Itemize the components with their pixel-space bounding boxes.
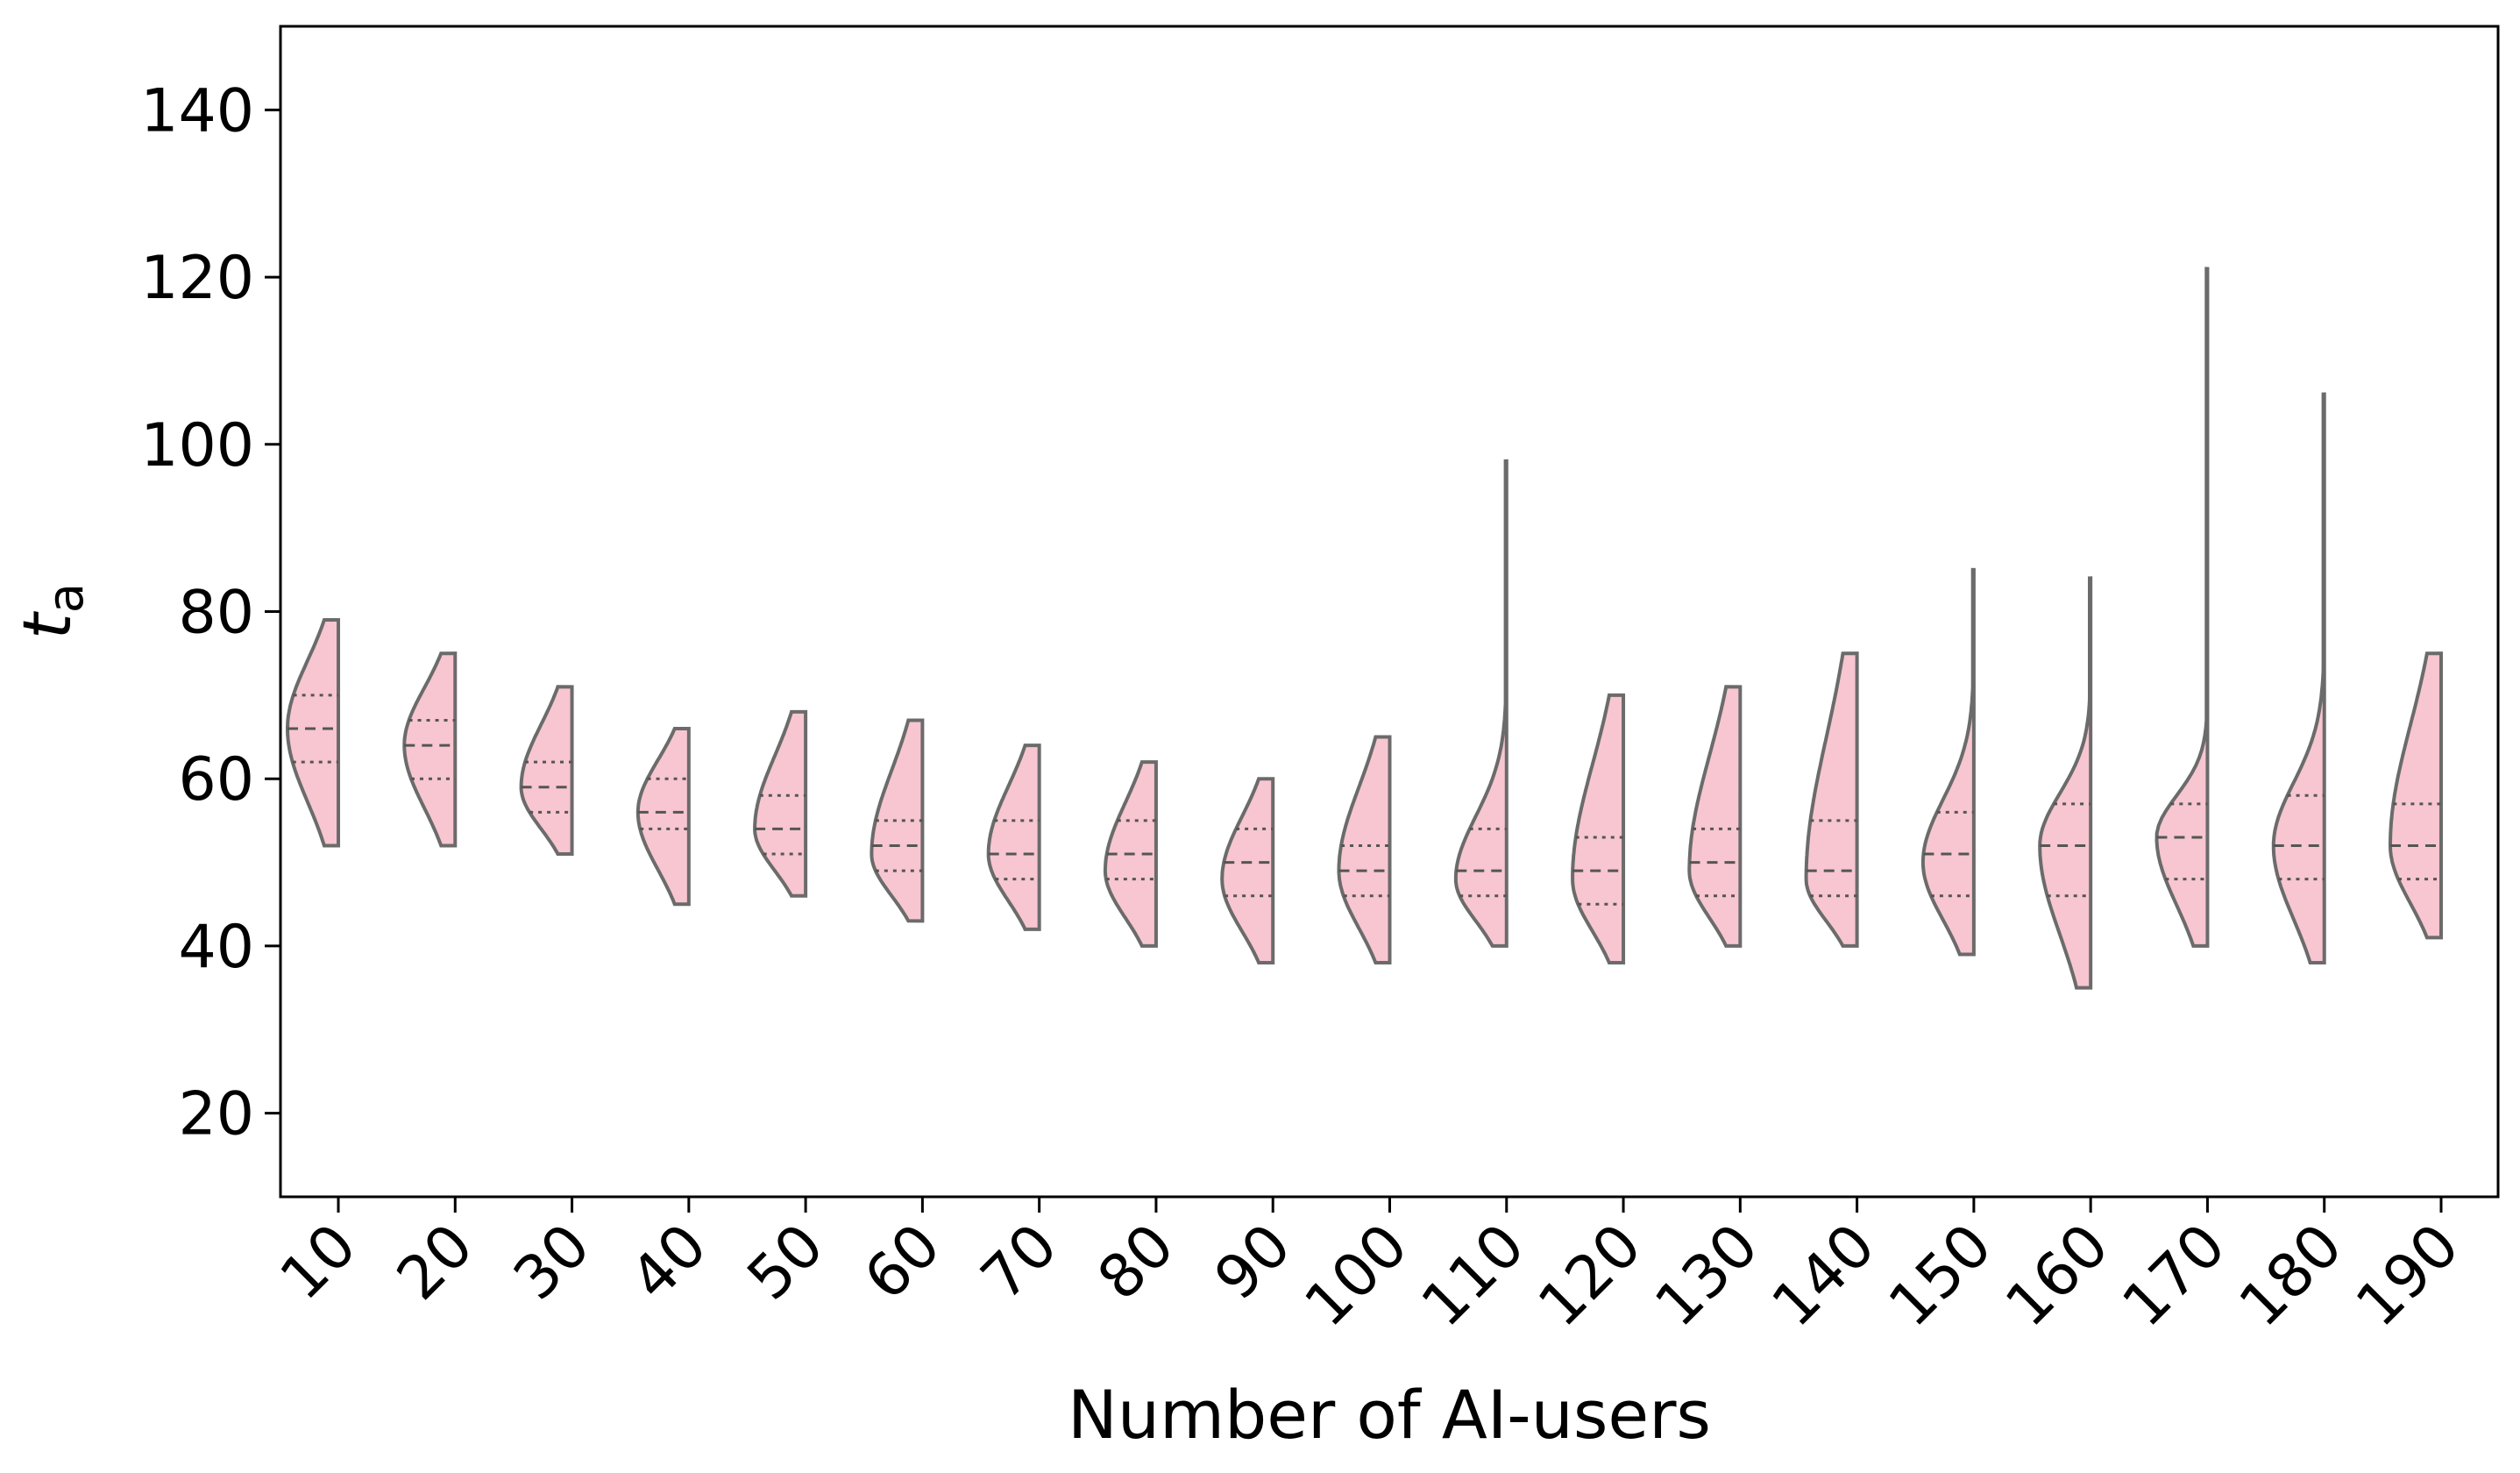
violin-120 (1571, 693, 1626, 964)
violin-90 (1220, 777, 1275, 964)
violin-160 (2038, 576, 2093, 990)
y-tick-label: 40 (178, 913, 254, 982)
violin-50 (753, 709, 808, 898)
violin-110 (1453, 459, 1508, 948)
violin-150 (1920, 567, 1976, 957)
y-axis-label-sub: a (38, 583, 95, 613)
violin-40 (635, 727, 691, 907)
y-axis-label-main: t (8, 610, 86, 639)
violin-130 (1687, 685, 1743, 948)
y-tick-label: 80 (178, 579, 254, 648)
y-tick-label: 140 (140, 76, 254, 146)
y-tick-label: 100 (140, 411, 254, 480)
violin-series (286, 267, 2443, 990)
violin-140 (1804, 651, 1859, 948)
x-axis-label: Number of AI-users (1068, 1376, 1711, 1454)
violin-180 (2271, 392, 2326, 964)
violin-10 (286, 617, 340, 848)
y-axis-label: ta (8, 583, 95, 639)
y-tick-label: 120 (140, 244, 254, 313)
y-axis: 20 40 60 80 100 120 140 (140, 76, 280, 1149)
violin-190 (2389, 651, 2443, 940)
violin-70 (986, 744, 1041, 931)
violin-100 (1337, 735, 1392, 964)
y-tick-label: 60 (178, 745, 254, 815)
y-tick-label: 20 (178, 1080, 254, 1149)
violin-20 (402, 651, 458, 848)
